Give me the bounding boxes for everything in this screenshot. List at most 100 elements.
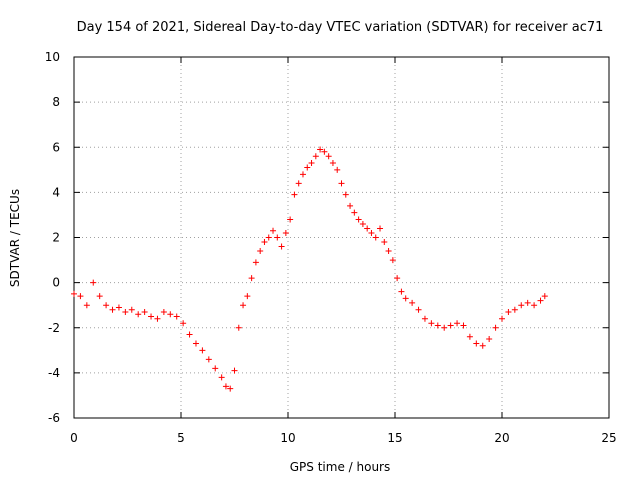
data-point	[505, 308, 512, 315]
data-point	[141, 308, 148, 315]
data-point	[312, 153, 319, 160]
data-point	[368, 229, 375, 236]
y-axis-label: SDTVAR / TECUs	[8, 189, 22, 287]
axis-ticks: 0 5 10 15 20 25 -6 -4 -2 0 2 4 6 8 10	[45, 50, 617, 445]
data-point	[541, 293, 548, 300]
data-point	[109, 306, 116, 313]
grid-lines	[74, 57, 609, 418]
data-point	[103, 302, 110, 309]
data-point	[248, 275, 255, 282]
data-point	[212, 365, 219, 372]
x-tick-label: 0	[70, 431, 78, 445]
data-point	[205, 356, 212, 363]
data-point	[218, 374, 225, 381]
data-point	[394, 275, 401, 282]
chart-title: Day 154 of 2021, Sidereal Day-to-day VTE…	[77, 20, 604, 35]
data-point	[122, 308, 129, 315]
data-point	[454, 320, 461, 327]
data-point	[347, 202, 354, 209]
data-point	[381, 239, 388, 246]
data-point	[389, 257, 396, 264]
data-point	[415, 306, 422, 313]
data-point	[235, 324, 242, 331]
data-point	[90, 279, 97, 286]
data-point	[486, 336, 493, 343]
y-tick-label: 0	[52, 276, 60, 290]
data-point	[244, 293, 251, 300]
data-point	[128, 306, 135, 313]
data-point	[252, 259, 259, 266]
data-point	[531, 302, 538, 309]
data-point	[402, 295, 409, 302]
data-point	[351, 209, 358, 216]
data-point	[257, 248, 264, 255]
x-tick-label: 25	[601, 431, 616, 445]
data-point	[192, 340, 199, 347]
data-point	[377, 225, 384, 232]
y-tick-label: 4	[52, 185, 60, 199]
data-point	[334, 166, 341, 173]
data-point	[479, 342, 486, 349]
data-point	[364, 225, 371, 232]
data-point	[240, 302, 247, 309]
data-point	[77, 293, 84, 300]
data-point	[291, 191, 298, 198]
x-tick-label: 20	[494, 431, 509, 445]
data-point	[398, 288, 405, 295]
data-point	[511, 306, 518, 313]
data-point	[295, 180, 302, 187]
data-point	[372, 234, 379, 241]
data-point	[186, 331, 193, 338]
data-point	[96, 293, 103, 300]
data-point	[135, 311, 142, 318]
data-point	[385, 248, 392, 255]
data-point	[227, 385, 234, 392]
data-point	[325, 153, 332, 160]
data-point	[466, 333, 473, 340]
data-point	[473, 340, 480, 347]
x-tick-label: 10	[280, 431, 295, 445]
data-point	[329, 160, 336, 167]
data-point	[434, 322, 441, 329]
data-point	[287, 216, 294, 223]
data-point	[282, 229, 289, 236]
data-point	[83, 302, 90, 309]
data-point	[308, 160, 315, 167]
data-point	[492, 324, 499, 331]
data-points	[71, 146, 548, 392]
data-point	[524, 299, 531, 306]
data-point	[499, 315, 505, 322]
x-axis-label: GPS time / hours	[290, 460, 391, 474]
data-point	[148, 313, 155, 320]
data-point	[231, 367, 238, 374]
data-point	[317, 146, 324, 153]
data-point	[359, 220, 366, 227]
data-point	[167, 311, 174, 318]
data-point	[518, 302, 525, 309]
data-point	[537, 297, 544, 304]
data-point	[270, 227, 277, 234]
data-point	[321, 148, 328, 155]
y-tick-label: -2	[48, 321, 60, 335]
x-tick-label: 5	[177, 431, 185, 445]
data-point	[71, 290, 77, 297]
y-tick-label: -4	[48, 366, 60, 380]
x-tick-label: 15	[387, 431, 402, 445]
data-point	[428, 320, 435, 327]
data-point	[274, 234, 281, 241]
data-point	[160, 308, 167, 315]
data-point	[338, 180, 345, 187]
y-tick-label: 2	[52, 231, 60, 245]
data-point	[421, 315, 428, 322]
data-point	[154, 315, 161, 322]
data-point	[355, 216, 362, 223]
data-point	[173, 313, 180, 320]
data-point	[342, 191, 349, 198]
data-point	[180, 320, 187, 327]
y-tick-label: 6	[52, 140, 60, 154]
data-point	[261, 239, 268, 246]
data-point	[265, 234, 272, 241]
data-point	[222, 383, 229, 390]
data-point	[409, 299, 416, 306]
data-point	[299, 171, 306, 178]
